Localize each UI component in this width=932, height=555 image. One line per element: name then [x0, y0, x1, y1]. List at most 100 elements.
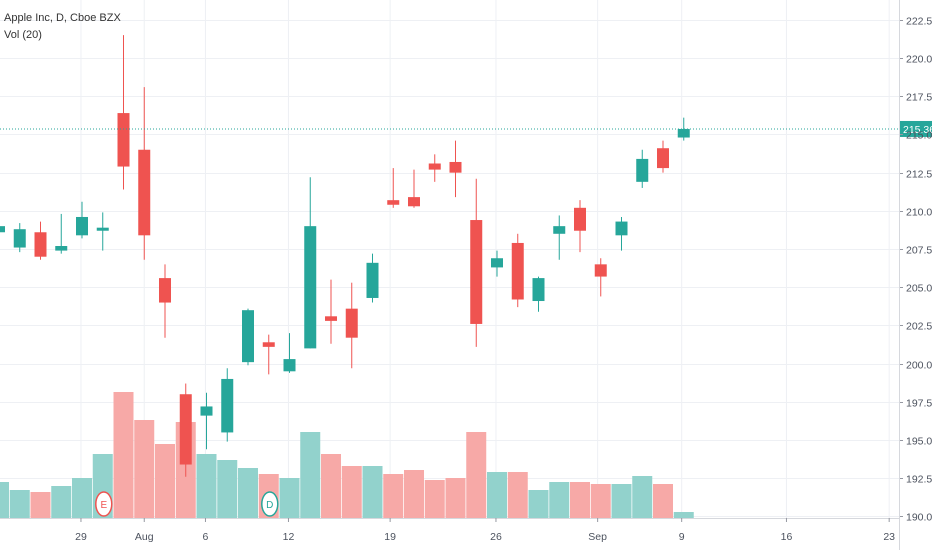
- candle[interactable]: [262, 334, 275, 375]
- y-tick-label: 202.50: [906, 321, 932, 333]
- volume-bar: [300, 432, 321, 518]
- candle-body: [179, 394, 192, 465]
- candle[interactable]: [138, 87, 151, 260]
- y-tick-label: 200.00: [906, 360, 932, 372]
- candle-body: [283, 359, 296, 372]
- volume-bar: [9, 490, 30, 518]
- candle[interactable]: [159, 264, 171, 338]
- candle[interactable]: [470, 178, 483, 347]
- volume-bar: [134, 420, 155, 518]
- candle-body: [511, 242, 524, 300]
- candle[interactable]: [117, 35, 130, 190]
- volume-bar: [653, 484, 673, 518]
- candle[interactable]: [179, 383, 192, 477]
- candle[interactable]: [200, 392, 213, 450]
- volume-bar: [466, 432, 487, 518]
- earnings-event-marker[interactable]: E: [95, 491, 113, 517]
- symbol-legend[interactable]: Apple Inc, D, Cboe BZX: [4, 12, 121, 24]
- earnings-event-circle: [95, 491, 113, 517]
- candle[interactable]: [345, 282, 358, 369]
- volume-bar: [590, 484, 611, 518]
- x-tick-label: Sep: [588, 531, 607, 543]
- volume-bar: [0, 482, 9, 518]
- candle-body: [76, 216, 88, 236]
- candle-body: [159, 278, 171, 303]
- volume-bar: [113, 392, 134, 518]
- candle[interactable]: [96, 212, 109, 251]
- volume-bar: [632, 476, 653, 518]
- candle-body: [428, 163, 441, 170]
- y-tick-label: 215.00: [906, 130, 932, 142]
- volume-bar: [72, 478, 92, 518]
- candle-body: [304, 226, 317, 349]
- candle[interactable]: [0, 223, 5, 243]
- candle-body: [408, 197, 420, 207]
- volume-bar: [570, 482, 590, 518]
- candle-body: [470, 220, 483, 324]
- candle-body: [0, 226, 5, 233]
- candle-body: [366, 262, 379, 298]
- candle[interactable]: [55, 213, 68, 254]
- candle[interactable]: [387, 168, 400, 208]
- volume-bar: [321, 454, 341, 518]
- candle-body: [553, 226, 566, 234]
- y-tick-label: 212.50: [906, 169, 932, 181]
- candle[interactable]: [449, 140, 462, 198]
- candle[interactable]: [325, 279, 337, 344]
- y-tick-label: 190.00: [906, 512, 932, 524]
- volume-legend[interactable]: Vol (20): [4, 29, 42, 41]
- price-series[interactable]: [0, 35, 690, 477]
- x-tick-label: Aug: [135, 531, 154, 543]
- candle[interactable]: [76, 201, 88, 239]
- last-price-label: 215.36: [903, 124, 932, 136]
- candle[interactable]: [574, 200, 586, 253]
- candle-body: [117, 113, 130, 167]
- y-tick-label: 222.50: [906, 16, 932, 28]
- candle[interactable]: [428, 154, 441, 182]
- candle[interactable]: [532, 276, 545, 312]
- volume-bar: [528, 490, 549, 518]
- candle[interactable]: [366, 253, 379, 303]
- candle-body: [574, 207, 586, 231]
- candle[interactable]: [242, 308, 254, 366]
- candle[interactable]: [615, 216, 628, 251]
- candle-body: [221, 378, 234, 433]
- candle-body: [677, 128, 690, 138]
- candle[interactable]: [408, 169, 420, 208]
- candle[interactable]: [553, 215, 566, 260]
- candle[interactable]: [594, 258, 607, 297]
- y-tick-label: 207.50: [906, 245, 932, 257]
- candle[interactable]: [221, 368, 234, 442]
- candle[interactable]: [636, 149, 649, 188]
- volume-bar: [507, 472, 528, 518]
- candle[interactable]: [491, 250, 503, 277]
- candle[interactable]: [657, 140, 669, 173]
- candle[interactable]: [283, 333, 296, 373]
- candle-body: [200, 406, 213, 416]
- y-tick-label: 210.00: [906, 207, 932, 219]
- volume-bar: [383, 474, 404, 518]
- candle[interactable]: [13, 223, 26, 253]
- candle-body: [262, 342, 275, 347]
- candle-body: [491, 258, 503, 268]
- x-tick-label: 9: [679, 531, 685, 543]
- candle-body: [55, 246, 68, 251]
- x-tick-label: 16: [781, 531, 793, 543]
- candle[interactable]: [511, 233, 524, 308]
- candle[interactable]: [304, 177, 317, 349]
- volume-bar: [30, 492, 51, 518]
- volume-bar: [196, 454, 217, 518]
- volume-bar: [238, 468, 258, 518]
- dividend-event-marker[interactable]: D: [261, 491, 279, 517]
- candle[interactable]: [34, 221, 47, 260]
- candle[interactable]: [677, 117, 690, 141]
- last-price-badge: [899, 120, 932, 137]
- volume-bar: [341, 466, 362, 518]
- last-price-line: 215.36: [0, 120, 932, 137]
- y-tick-label: 195.00: [906, 436, 932, 448]
- candle-body: [636, 158, 649, 182]
